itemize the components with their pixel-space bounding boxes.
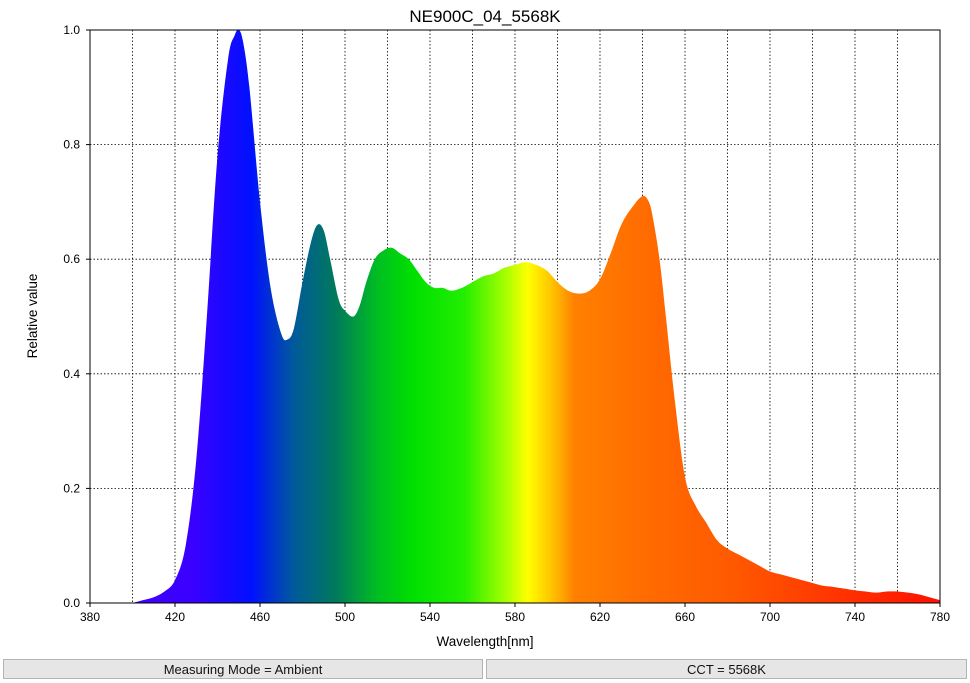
measuring-mode-label: Measuring Mode = Ambient: [3, 659, 483, 679]
x-tick-label: 460: [250, 610, 270, 624]
x-axis-ticks: 380 420 460 500 540 580 620 660 700 740 780: [80, 603, 950, 624]
x-tick-label: 500: [335, 610, 355, 624]
status-bar: Measuring Mode = Ambient CCT = 5568K: [0, 657, 970, 683]
y-axis-ticks: 0.0 0.2 0.4 0.6 0.8 1.0: [63, 23, 90, 610]
y-tick-label: 0.0: [63, 596, 80, 610]
chart-title: NE900C_04_5568K: [409, 7, 561, 26]
spectrum-chart: NE900C_04_5568K 380 420 460 500 540 580 620 660…: [25, 7, 950, 649]
y-tick-label: 0.4: [63, 367, 80, 381]
x-tick-label: 420: [165, 610, 185, 624]
x-tick-label: 780: [930, 610, 950, 624]
x-tick-label: 620: [590, 610, 610, 624]
x-axis-label: Wavelength[nm]: [436, 634, 533, 649]
x-tick-label: 740: [845, 610, 865, 624]
x-tick-label: 700: [760, 610, 780, 624]
x-tick-label: 580: [505, 610, 525, 624]
x-tick-label: 380: [80, 610, 100, 624]
cct-label: CCT = 5568K: [486, 659, 967, 679]
spectrum-area-layer: [132, 29, 940, 604]
x-tick-label: 540: [420, 610, 440, 624]
y-tick-label: 0.8: [63, 138, 80, 152]
x-tick-label: 660: [675, 610, 695, 624]
spectrum-area: [132, 29, 940, 604]
y-tick-label: 0.6: [63, 252, 80, 266]
y-tick-label: 1.0: [63, 23, 80, 37]
y-tick-label: 0.2: [63, 481, 80, 495]
y-axis-label: Relative value: [25, 274, 40, 359]
